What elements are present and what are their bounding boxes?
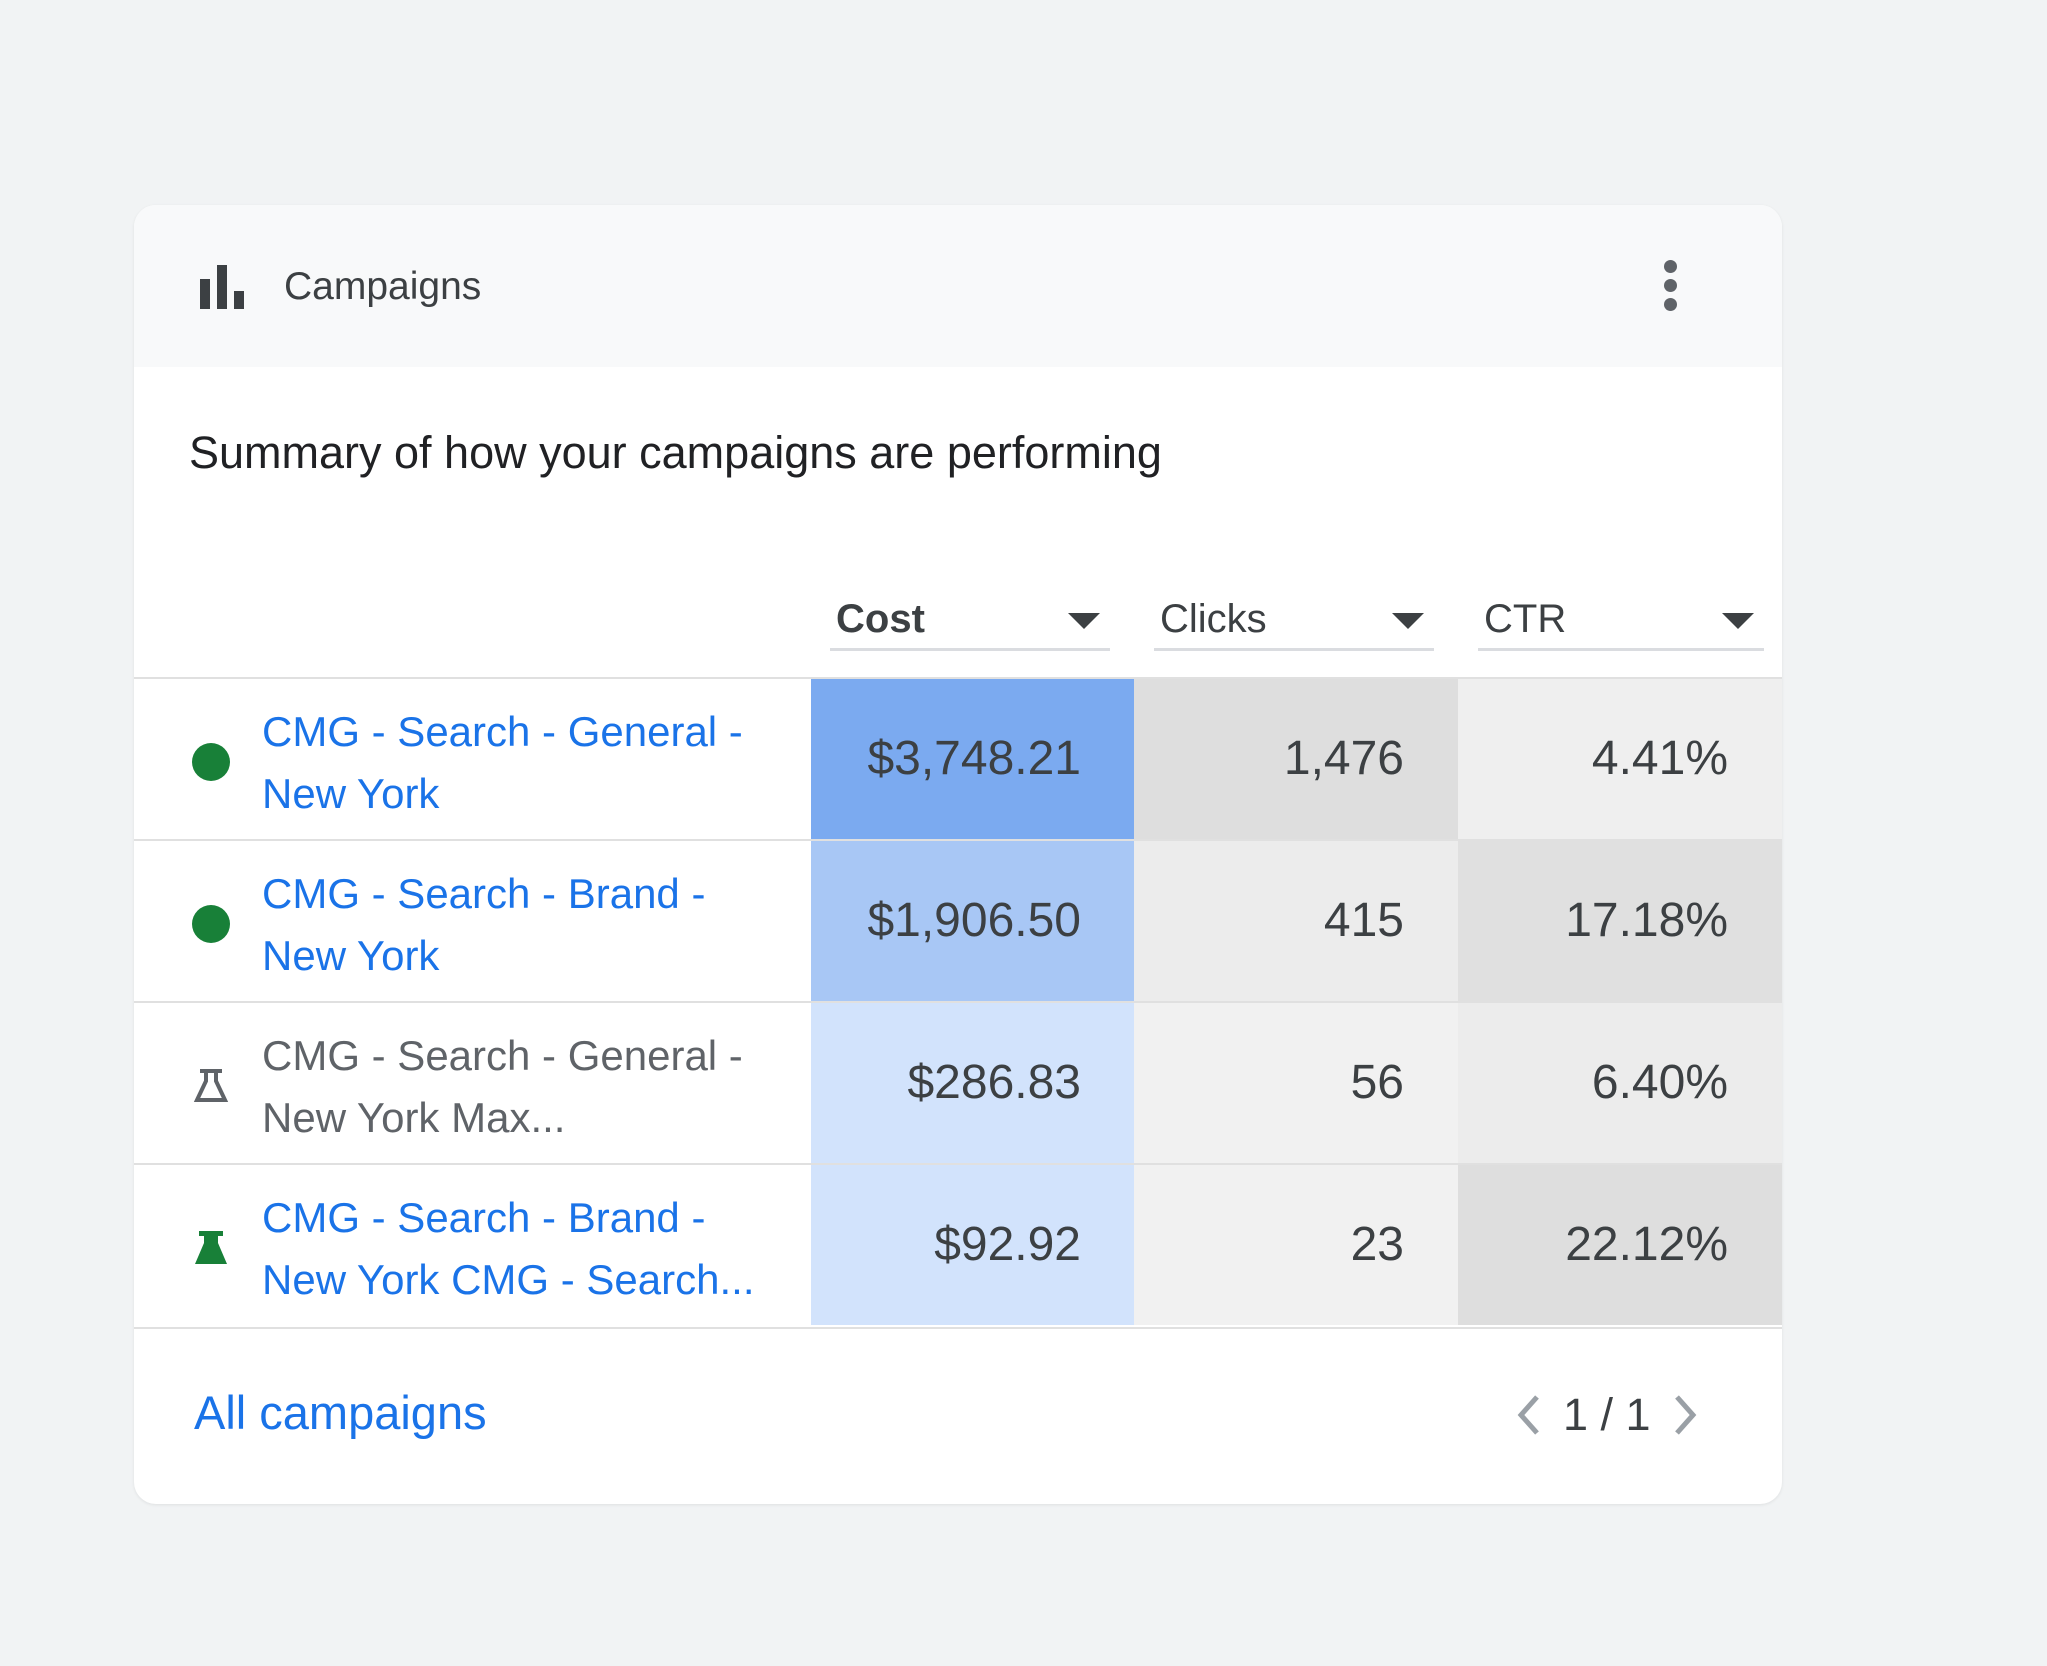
dropdown-arrow-icon bbox=[1068, 613, 1100, 629]
divider bbox=[134, 1327, 1782, 1329]
pagination: 1 / 1 bbox=[1509, 1385, 1705, 1445]
ctr-cell: 22.12% bbox=[1458, 1165, 1782, 1325]
chevron-left-icon[interactable] bbox=[1509, 1387, 1549, 1443]
table-row: CMG - Search - General - New York $3,748… bbox=[134, 677, 1782, 839]
enabled-status-icon bbox=[192, 905, 230, 943]
card-header: Campaigns bbox=[134, 205, 1782, 367]
card-title: Campaigns bbox=[284, 265, 482, 308]
chevron-right-icon[interactable] bbox=[1665, 1387, 1705, 1443]
clicks-cell: 56 bbox=[1134, 1003, 1458, 1163]
dropdown-arrow-icon bbox=[1722, 613, 1754, 629]
clicks-cell: 1,476 bbox=[1134, 679, 1458, 839]
campaigns-card: Campaigns Summary of how your campaigns … bbox=[134, 205, 1782, 1504]
campaign-link[interactable]: CMG - Search - Brand - New York bbox=[262, 870, 706, 979]
table-row: CMG - Search - Brand - New York $1,906.5… bbox=[134, 839, 1782, 1001]
column-header-ctr[interactable]: CTR bbox=[1478, 595, 1764, 651]
dropdown-arrow-icon bbox=[1392, 613, 1424, 629]
column-label: CTR bbox=[1484, 597, 1567, 641]
more-options-icon[interactable] bbox=[1658, 257, 1682, 317]
campaign-link[interactable]: CMG - Search - General - New York bbox=[262, 708, 743, 817]
table-row: CMG - Search - Brand - New York CMG - Se… bbox=[134, 1163, 1782, 1325]
card-subtitle: Summary of how your campaigns are perfor… bbox=[189, 427, 1162, 478]
enabled-status-icon bbox=[192, 743, 230, 781]
experiment-flask-outline-icon bbox=[193, 1069, 229, 1102]
campaign-link[interactable]: CMG - Search - General - New York Max... bbox=[262, 1032, 743, 1141]
column-label: Cost bbox=[836, 597, 925, 641]
clicks-cell: 23 bbox=[1134, 1165, 1458, 1325]
table-row: CMG - Search - General - New York Max...… bbox=[134, 1001, 1782, 1163]
column-header-cost[interactable]: Cost bbox=[830, 595, 1110, 651]
experiment-flask-filled-icon bbox=[195, 1231, 227, 1264]
cost-cell: $286.83 bbox=[811, 1003, 1135, 1163]
column-header-clicks[interactable]: Clicks bbox=[1154, 595, 1434, 651]
ctr-cell: 6.40% bbox=[1458, 1003, 1782, 1163]
cost-cell: $92.92 bbox=[811, 1165, 1135, 1325]
column-label: Clicks bbox=[1160, 597, 1267, 641]
cost-cell: $1,906.50 bbox=[811, 841, 1135, 1001]
cost-cell: $3,748.21 bbox=[811, 679, 1135, 839]
clicks-cell: 415 bbox=[1134, 841, 1458, 1001]
bar-chart-icon bbox=[200, 265, 244, 309]
page-indicator: 1 / 1 bbox=[1563, 1389, 1651, 1440]
ctr-cell: 17.18% bbox=[1458, 841, 1782, 1001]
all-campaigns-link[interactable]: All campaigns bbox=[194, 1386, 487, 1439]
ctr-cell: 4.41% bbox=[1458, 679, 1782, 839]
campaign-link[interactable]: CMG - Search - Brand - New York CMG - Se… bbox=[262, 1194, 755, 1303]
